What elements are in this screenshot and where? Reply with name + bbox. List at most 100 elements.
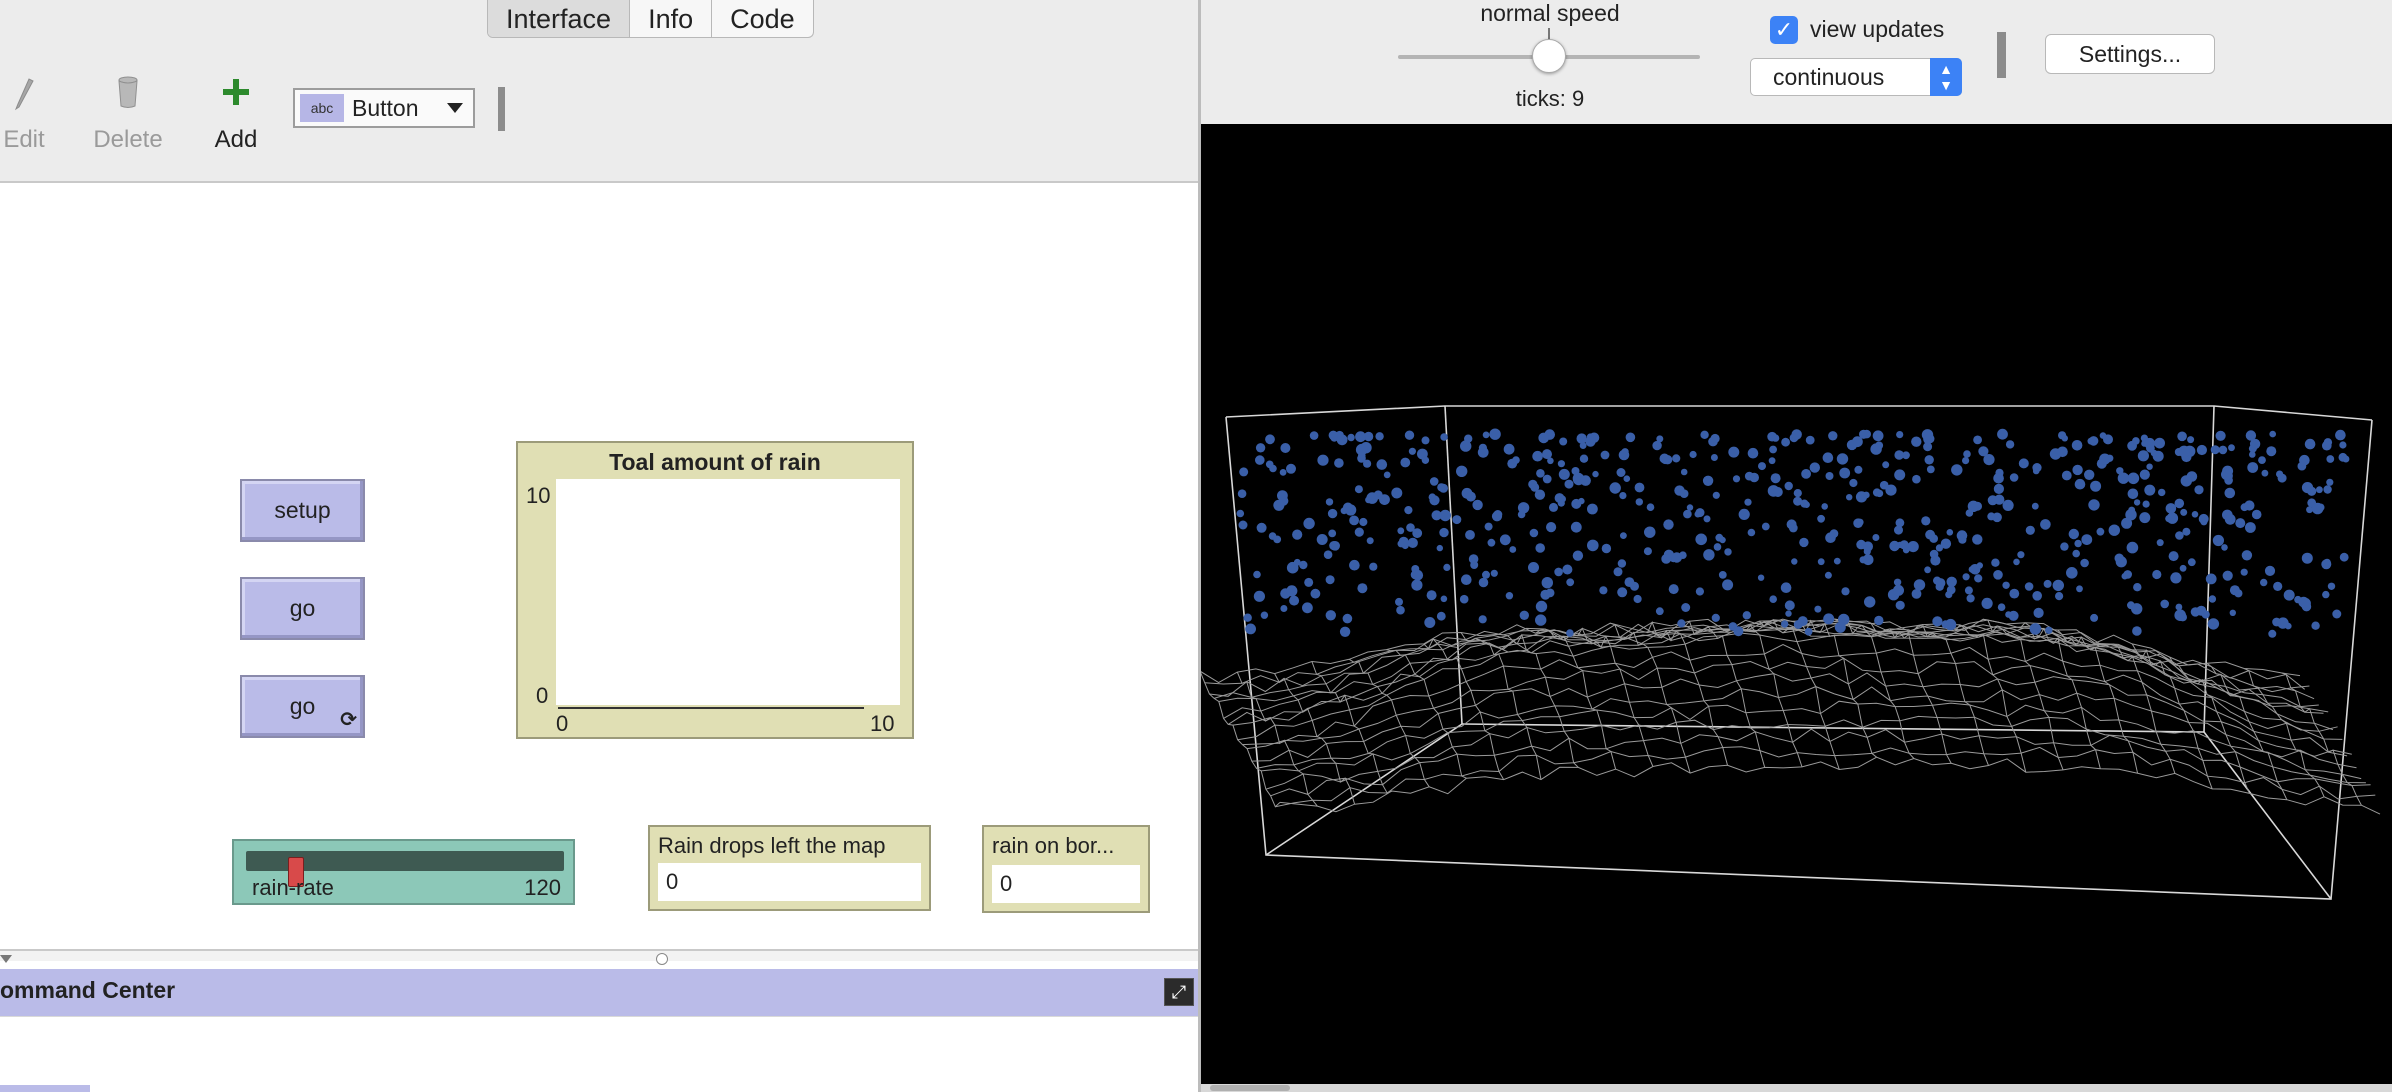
- terrain-line: [1251, 672, 2352, 762]
- rain-drop: [2141, 440, 2148, 447]
- add-button[interactable]: Add: [208, 72, 264, 154]
- rain-drop: [1357, 454, 1366, 463]
- tab-info[interactable]: Info: [630, 0, 713, 37]
- rain-drop: [2060, 542, 2069, 551]
- settings-button[interactable]: Settings...: [2045, 34, 2215, 74]
- terrain-line: [1498, 633, 1579, 768]
- command-center-output[interactable]: [0, 1016, 1200, 1092]
- rain-drop: [1695, 533, 1707, 546]
- rain-drop: [2043, 579, 2052, 588]
- plot-x-min: 0: [556, 711, 569, 736]
- rain-drop: [2179, 564, 2187, 572]
- terrain-mesh: [1199, 618, 2381, 815]
- rain-drop: [2032, 463, 2042, 473]
- command-center-scrollbar[interactable]: [0, 1085, 90, 1092]
- terrain-line: [2243, 668, 2325, 798]
- rain-drop: [1749, 472, 1759, 483]
- rain-drop: [1997, 603, 2006, 611]
- terrain-line: [1945, 624, 2027, 773]
- speed-center-tick: [1548, 28, 1550, 42]
- view-scrollbar-thumb[interactable]: [1210, 1085, 1290, 1091]
- select-arrows-icon[interactable]: ▲ ▼: [1930, 58, 1962, 96]
- rain-drop: [1862, 491, 1870, 499]
- rain-drop: [1846, 494, 1853, 501]
- rain-left-map-monitor: Rain drops left the map 0: [648, 825, 931, 911]
- divider-handle[interactable]: [656, 953, 668, 965]
- terrain-line: [2206, 662, 2288, 800]
- rain-drop: [2177, 431, 2187, 442]
- rain-drop: [1958, 535, 1967, 544]
- view-scrollbar[interactable]: [1200, 1084, 2392, 1092]
- rain-drop: [1599, 586, 1608, 595]
- rain-drop: [2132, 437, 2140, 445]
- rain-drop: [1408, 447, 1416, 455]
- 3d-world-view[interactable]: [1199, 124, 2392, 1084]
- rain-drop: [1562, 564, 1573, 575]
- rain-drop: [1459, 594, 1469, 604]
- rain-drop: [2222, 570, 2233, 581]
- rain-drop: [1728, 446, 1740, 458]
- rain-drop: [2090, 480, 2102, 492]
- rain-drop: [2174, 609, 2186, 621]
- terrain-line: [1572, 627, 1654, 767]
- rain-drop: [1509, 546, 1517, 553]
- slider-thumb[interactable]: [288, 857, 304, 887]
- go-forever-button[interactable]: go ⟳: [240, 675, 365, 738]
- rain-drop: [2297, 461, 2307, 471]
- rain-drop: [1983, 454, 1995, 466]
- monitor-value: 0: [658, 863, 921, 901]
- rain-drop: [1265, 434, 1275, 445]
- rain-drop: [1493, 510, 1503, 519]
- rain-drop: [1793, 496, 1803, 506]
- delete-button[interactable]: Delete: [90, 72, 166, 154]
- 3d-scene[interactable]: [1199, 124, 2392, 1084]
- slider-track[interactable]: [246, 851, 564, 887]
- rain-drop: [2117, 472, 2130, 484]
- terrain-line: [1247, 657, 2348, 757]
- plot-series-line: [558, 707, 864, 709]
- edit-button[interactable]: Edit: [0, 72, 48, 154]
- terrain-line: [1386, 649, 1467, 779]
- setup-button[interactable]: setup: [240, 479, 365, 542]
- view-updates-checkbox[interactable]: ✓: [1770, 16, 1798, 44]
- tab-code[interactable]: Code: [730, 4, 795, 34]
- split-pane-divider[interactable]: [1198, 0, 1201, 1092]
- command-center-title: ommand Center: [0, 977, 176, 1003]
- rain-drop: [1894, 469, 1906, 481]
- terrain-line: [1256, 686, 2357, 769]
- rain-rate-slider[interactable]: rain-rate 120: [232, 839, 575, 905]
- rain-drop: [1499, 534, 1511, 546]
- rain-drop: [1967, 500, 1980, 512]
- rain-drop: [1991, 558, 2000, 567]
- collapse-arrow-icon[interactable]: [0, 955, 12, 963]
- rain-drop: [2180, 508, 2188, 516]
- rain-drop: [1644, 526, 1656, 538]
- rain-drop: [1879, 480, 1889, 490]
- rain-drop: [1968, 566, 1976, 573]
- rain-drop: [2126, 541, 2139, 554]
- terrain-line: [1535, 628, 1617, 770]
- rain-drop: [2327, 582, 2336, 590]
- rain-drop: [1618, 449, 1630, 461]
- rain-drop: [1772, 487, 1783, 497]
- rain-drop: [1328, 430, 1338, 440]
- tab-interface[interactable]: Interface: [488, 0, 631, 37]
- rain-drop: [1825, 532, 1836, 543]
- go-button[interactable]: go: [240, 577, 365, 640]
- rain-drop: [1357, 583, 1368, 594]
- speed-slider-thumb[interactable]: [1532, 39, 1566, 73]
- widget-type-label: Button: [352, 94, 419, 121]
- rain-plot[interactable]: Toal amount of rain 10 0 0 10: [516, 441, 914, 739]
- widget-type-select[interactable]: abc Button: [293, 88, 475, 128]
- expand-icon[interactable]: ⤢: [1164, 978, 1194, 1006]
- rain-drop: [2332, 609, 2342, 619]
- terrain-line: [1423, 638, 1505, 780]
- rain-drop: [1951, 464, 1963, 476]
- rain-drop: [1572, 550, 1584, 561]
- terrain-line: [1274, 673, 1356, 805]
- world-bounding-box: [1225, 405, 2373, 900]
- rain-drop: [1379, 494, 1390, 505]
- panel-divider[interactable]: [0, 949, 1200, 965]
- rain-drop: [1317, 454, 1329, 466]
- rain-drop: [1309, 431, 1319, 440]
